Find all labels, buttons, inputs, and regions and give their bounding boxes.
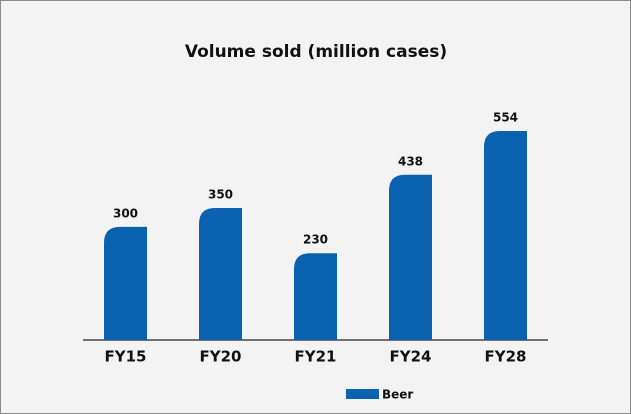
x-tick-label: FY15 (105, 348, 147, 366)
bar (389, 174, 432, 340)
data-label: 230 (303, 233, 328, 247)
data-label: 300 (113, 206, 138, 220)
data-label: 438 (398, 154, 423, 168)
x-tick-label: FY20 (200, 348, 242, 366)
bar (294, 253, 337, 340)
bar (484, 131, 527, 340)
data-label: 554 (493, 111, 518, 125)
legend-swatch (346, 389, 379, 399)
x-tick-label: FY21 (295, 348, 337, 366)
legend-label: Beer (382, 388, 413, 402)
data-label: 350 (208, 187, 233, 201)
bar (199, 207, 242, 340)
chart-title: Volume sold (million cases) (185, 42, 447, 62)
x-tick-label: FY24 (390, 348, 432, 366)
x-tick-label: FY28 (485, 348, 527, 366)
bar (104, 226, 147, 340)
